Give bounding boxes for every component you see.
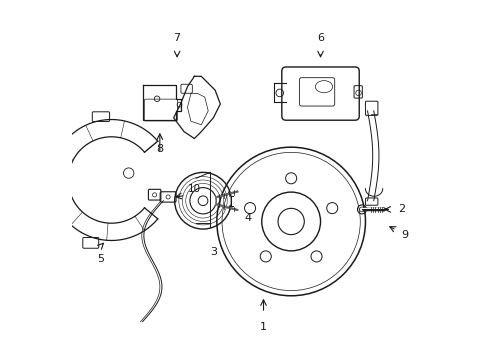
Text: 6: 6 <box>316 33 324 44</box>
Text: 5: 5 <box>98 254 104 264</box>
Text: 8: 8 <box>156 144 163 154</box>
Text: 9: 9 <box>401 230 408 240</box>
Text: 2: 2 <box>398 204 405 214</box>
Text: 1: 1 <box>260 322 266 332</box>
Text: 7: 7 <box>173 33 180 44</box>
Text: 3: 3 <box>209 247 217 257</box>
Text: 4: 4 <box>244 213 251 223</box>
Text: 10: 10 <box>187 184 200 194</box>
